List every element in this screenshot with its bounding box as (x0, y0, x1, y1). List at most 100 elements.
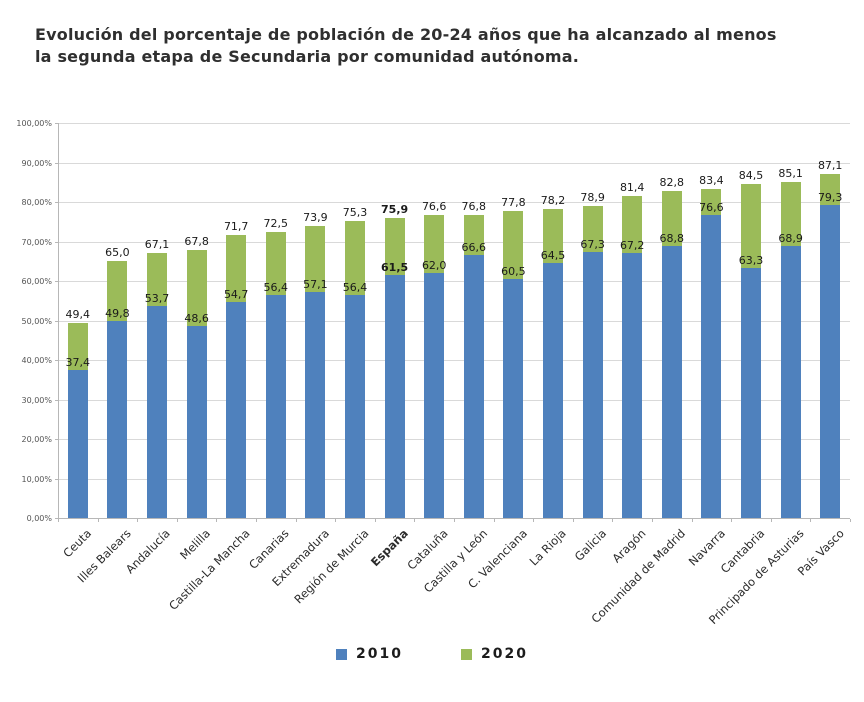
x-axis-tick (810, 519, 812, 522)
value-label-2010: 79,3 (817, 190, 843, 204)
value-label-2010: 63,3 (738, 253, 764, 267)
bar-2010 (186, 326, 207, 518)
bar-2020 (226, 234, 247, 302)
gridline (58, 202, 850, 203)
y-axis-label: 90,00% (21, 158, 52, 168)
bar-2020 (186, 250, 207, 327)
value-label-2020: 83,4 (699, 173, 724, 187)
bar-2010 (107, 321, 128, 518)
value-label-2020: 75,9 (381, 203, 409, 217)
value-label-2010: 76,6 (699, 201, 724, 215)
bar-2010 (265, 295, 286, 518)
value-label-2010: 56,4 (342, 281, 368, 295)
x-axis-tick (770, 519, 772, 522)
x-axis-tick (493, 519, 495, 522)
gridline (58, 360, 850, 361)
y-axis-tick (55, 360, 58, 361)
bar-2020 (265, 231, 286, 296)
x-axis-label: Región de Murcia (291, 526, 372, 607)
bar-2020 (305, 226, 326, 293)
value-label-2020: 87,1 (817, 158, 843, 172)
value-label-2010: 37,4 (65, 356, 91, 370)
bar-2020 (661, 190, 682, 247)
x-axis-tick (850, 519, 851, 522)
y-axis-label: 60,00% (21, 277, 52, 286)
bar-2020 (67, 322, 88, 371)
x-axis-tick (731, 519, 733, 522)
bar-2010 (305, 292, 326, 518)
bar-2010 (226, 301, 247, 518)
bar-2020 (622, 196, 643, 253)
value-label-2020: 78,2 (540, 194, 566, 208)
value-label-2020: 81,4 (619, 181, 645, 195)
bar-2020 (543, 209, 563, 264)
x-axis-label: Aragón (609, 526, 649, 566)
bar-2020 (345, 220, 365, 296)
y-axis-tick (55, 281, 58, 282)
x-axis-tick (97, 519, 99, 522)
x-axis-tick (58, 519, 59, 522)
value-label-2020: 84,5 (738, 169, 764, 183)
value-label-2020: 71,7 (223, 219, 249, 233)
bar-2010 (384, 275, 405, 518)
y-axis-label: 70,00% (21, 237, 52, 247)
gridline (58, 478, 850, 480)
x-axis-tick (414, 519, 416, 522)
legend-label-2020: 2020 (481, 646, 528, 662)
legend-label-2010: 2010 (356, 646, 403, 662)
chart-title-line-2: la segunda etapa de Secundaria por comun… (35, 47, 580, 66)
value-label-2020: 78,9 (580, 191, 605, 205)
legend-swatch-2020-icon (461, 648, 472, 660)
y-axis-label: 100,00% (16, 119, 52, 128)
bar-2020 (820, 173, 841, 205)
bar-2010 (345, 295, 365, 518)
y-axis-label: 0,00% (26, 514, 52, 523)
value-label-2010: 60,5 (501, 265, 526, 279)
gridline (58, 399, 850, 401)
value-label-2020: 75,3 (342, 205, 368, 219)
x-axis-tick (216, 519, 218, 522)
bar-2020 (384, 218, 405, 276)
x-axis-tick (572, 519, 574, 522)
bar-2010 (582, 252, 603, 518)
x-axis-tick (176, 519, 178, 522)
x-axis-tick (256, 519, 257, 522)
x-axis-tick (652, 519, 653, 522)
x-axis-tick (691, 519, 693, 522)
value-label-2010: 56,4 (263, 281, 289, 295)
x-axis-tick (533, 519, 535, 522)
y-axis-label: 30,00% (21, 395, 52, 405)
x-axis-tick (374, 519, 376, 522)
value-label-2010: 49,8 (105, 307, 130, 321)
x-axis-line (58, 518, 850, 519)
gridline (58, 281, 850, 282)
value-label-2020: 85,1 (778, 166, 803, 180)
bar-2020 (463, 214, 484, 255)
bar-2020 (107, 261, 128, 322)
x-axis-label: Melilla (176, 526, 213, 563)
value-label-2020: 65,0 (105, 246, 130, 260)
value-label-2020: 67,1 (144, 237, 170, 251)
bar-2010 (661, 246, 682, 518)
x-axis-label: La Rioja (527, 526, 570, 569)
bar-2010 (622, 252, 643, 518)
bar-2020 (147, 252, 167, 306)
value-label-2020: 77,8 (501, 195, 526, 209)
bar-2010 (741, 267, 761, 518)
value-label-2010: 67,2 (619, 238, 645, 252)
bar-2020 (780, 181, 801, 246)
chart-title: Evolución del porcentaje de población de… (35, 24, 835, 68)
legend-item-2010: 2010 (336, 646, 403, 662)
bar-2020 (741, 184, 761, 268)
legend-swatch-2010-icon (336, 648, 348, 660)
x-axis-tick (612, 519, 614, 522)
x-axis-tick (137, 519, 139, 522)
value-label-2010: 62,0 (421, 259, 447, 273)
value-label-2010: 54,7 (223, 287, 249, 301)
y-axis-tick (55, 162, 58, 164)
x-axis-label: Galicia (571, 526, 609, 564)
gridline (58, 320, 850, 322)
value-label-2010: 53,7 (144, 291, 170, 305)
y-axis-label: 20,00% (21, 435, 52, 444)
